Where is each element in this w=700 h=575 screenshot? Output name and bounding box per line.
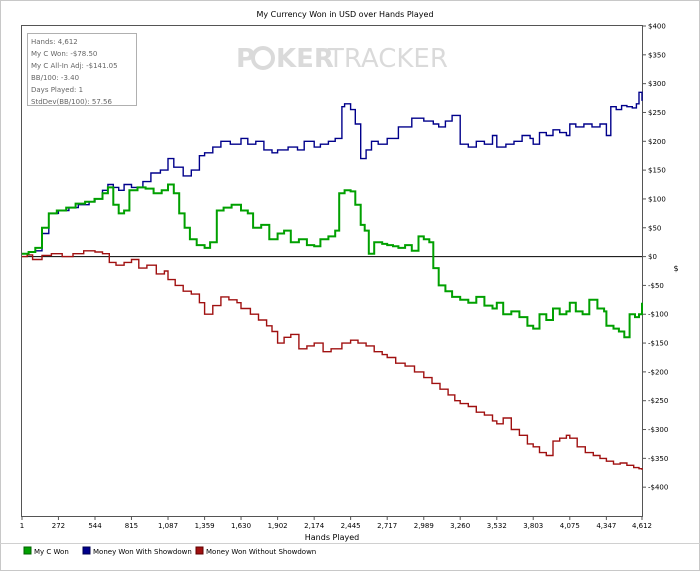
x-tick-label: 1,630 (231, 522, 251, 530)
series-line-without-showdown (22, 250, 643, 470)
stat-all-in-adj: My C All-In Adj: -$141.05 (31, 62, 118, 70)
y-tick-label: $0 (648, 253, 657, 261)
plot-area (21, 25, 643, 517)
legend-swatch-with-showdown (82, 546, 91, 555)
x-tick-label: 4,612 (632, 522, 652, 530)
stats-box-border (27, 33, 137, 106)
x-tick-label: 3,260 (450, 522, 470, 530)
legend-swatch-my-c-won (23, 546, 32, 555)
stat-stddev: StdDev(BB/100): 57.56 (31, 98, 112, 106)
legend-label-my-c-won: My C Won (34, 548, 69, 556)
x-tick-label: 3,803 (523, 522, 543, 530)
legend-item-without-showdown[interactable]: Money Won Without Showdown (195, 546, 316, 556)
y-tick-label: -$400 (648, 484, 668, 492)
x-tick-label: 3,532 (487, 522, 507, 530)
y-axis: $400 $350 $300 $250 $200 $150 $100 $50 $0 -$50 -$1… (642, 23, 668, 492)
y-tick-label: $250 (648, 109, 666, 117)
poker-tracker-watermark: P KER TRACKER (236, 44, 448, 74)
y-tick-label: -$50 (648, 282, 664, 290)
x-tick-label: 1 (20, 522, 24, 530)
x-tick-label: 272 (52, 522, 65, 530)
x-axis-label: Hands Played (305, 533, 359, 542)
y-tick-label: -$100 (648, 311, 668, 319)
x-tick-label: 4,075 (560, 522, 580, 530)
watermark-mid: KER (276, 44, 334, 74)
x-tick-label: 815 (125, 522, 138, 530)
stat-bb-100: BB/100: -3.40 (31, 74, 79, 82)
legend-item-my-c-won[interactable]: My C Won (23, 546, 69, 556)
series-line-my-c-won (22, 183, 643, 339)
legend-item-with-showdown[interactable]: Money Won With Showdown (82, 546, 192, 556)
x-tick-label: 1,087 (158, 522, 178, 530)
x-tick-label: 1,359 (195, 522, 215, 530)
x-axis: 1 272 544 815 1,087 1,359 1,630 1,902 2,174 2,445… (20, 516, 652, 530)
x-tick-label: 2,174 (304, 522, 325, 530)
y-tick-label: $400 (648, 23, 666, 31)
series-line-with-showdown (22, 91, 643, 255)
y-tick-label: $200 (648, 138, 666, 146)
y-axis-label: $ (673, 264, 678, 273)
y-tick-label: -$300 (648, 426, 668, 434)
chart-title: My Currency Won in USD over Hands Played (256, 10, 433, 19)
x-tick-label: 4,347 (596, 522, 616, 530)
y-tick-label: $150 (648, 167, 666, 175)
series-layer (22, 91, 643, 470)
legend: My C Won Money Won With Showdown Money W… (23, 546, 316, 556)
stat-days-played: Days Played: 1 (31, 86, 83, 94)
watermark-left: P (236, 44, 255, 74)
stats-box: Hands: 4,612 My C Won: -$78.50 My C All-… (27, 33, 137, 106)
y-tick-label: -$200 (648, 368, 668, 376)
x-tick-label: 2,717 (377, 522, 397, 530)
y-tick-label: $300 (648, 80, 666, 88)
x-tick-label: 544 (88, 522, 102, 530)
y-tick-label: -$350 (648, 455, 668, 463)
legend-label-with-showdown: Money Won With Showdown (93, 548, 192, 556)
watermark-right: TRACKER (327, 44, 448, 74)
y-tick-label: -$250 (648, 397, 668, 405)
stat-my-c-won: My C Won: -$78.50 (31, 50, 97, 58)
x-tick-label: 2,989 (414, 522, 434, 530)
stat-hands: Hands: 4,612 (31, 38, 78, 46)
legend-label-without-showdown: Money Won Without Showdown (206, 548, 316, 556)
legend-swatch-without-showdown (195, 546, 204, 555)
x-tick-label: 2,445 (341, 522, 361, 530)
y-tick-label: -$150 (648, 340, 668, 348)
x-tick-label: 1,902 (268, 522, 288, 530)
poker-chip-icon (251, 46, 275, 70)
y-tick-label: $350 (648, 51, 666, 59)
y-tick-label: $100 (648, 195, 666, 203)
y-tick-label: $50 (648, 224, 661, 232)
